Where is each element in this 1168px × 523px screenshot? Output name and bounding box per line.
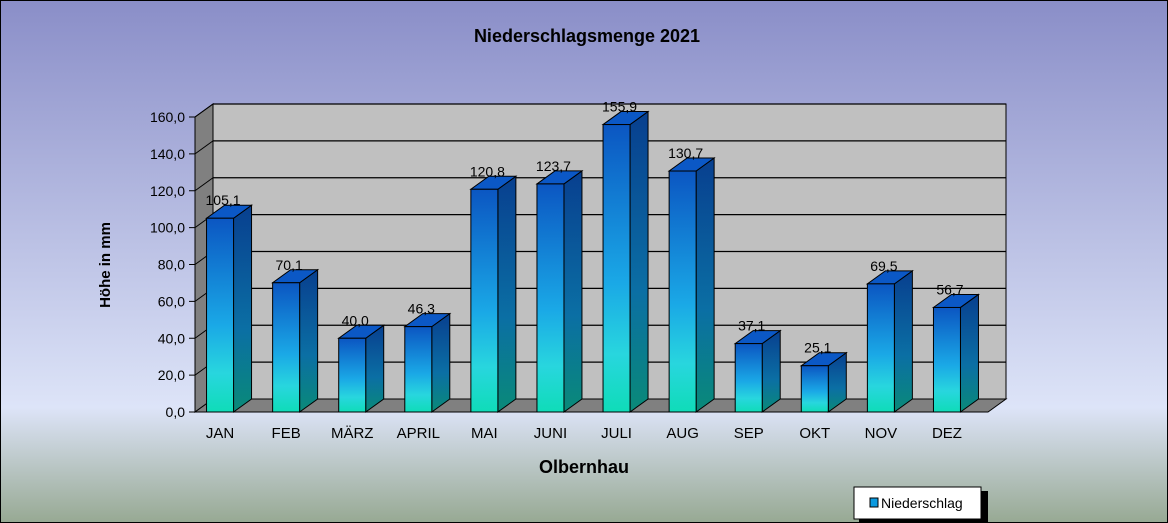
bar-sep: 37,1 — [733, 318, 782, 413]
bar-front — [932, 306, 961, 413]
bar-front — [338, 337, 367, 413]
data-label: 56,7 — [936, 281, 963, 297]
x-tick-label: OKT — [799, 425, 830, 442]
data-label: 46,3 — [408, 301, 435, 317]
bar-front — [668, 170, 697, 413]
x-tick-label: JUNI — [534, 425, 567, 442]
bar-mai: 120,8 — [469, 163, 518, 413]
y-tick-label: 40,0 — [158, 330, 185, 346]
data-label: 105,1 — [206, 192, 241, 208]
y-tick-label: 80,0 — [158, 257, 185, 273]
data-label: 70,1 — [276, 257, 303, 273]
data-label: 37,1 — [738, 318, 765, 334]
x-tick-label: SEP — [734, 425, 764, 442]
legend-label: Niederschlag — [881, 495, 963, 511]
bar-april: 46,3 — [403, 301, 452, 413]
data-label: 40,0 — [342, 312, 369, 328]
bar-jan: 105,1 — [204, 192, 254, 413]
y-tick-label: 160,0 — [150, 109, 185, 125]
bar-front — [602, 124, 631, 413]
gridline-side — [194, 103, 214, 118]
data-label: 25,1 — [804, 340, 831, 356]
data-label: 69,5 — [870, 258, 897, 274]
data-label: 120,8 — [470, 163, 505, 179]
bar-side — [497, 175, 517, 413]
bar-aug: 130,7 — [667, 145, 716, 413]
bar-side — [629, 110, 649, 413]
y-tick-label: 140,0 — [150, 146, 185, 162]
x-tick-label: MÄRZ — [331, 425, 374, 442]
bar-juli: 155,9 — [601, 99, 650, 413]
bar-side — [893, 269, 913, 413]
x-tick-label: AUG — [666, 425, 699, 442]
bar-side — [299, 268, 319, 413]
bar-side — [695, 157, 715, 413]
gridline-side — [194, 140, 214, 155]
bar-side — [365, 324, 385, 413]
y-tick-label: 100,0 — [150, 220, 185, 236]
data-label: 155,9 — [602, 99, 637, 115]
x-tick-label: JAN — [206, 425, 234, 442]
bar-nov: 69,5 — [865, 258, 914, 413]
x-tick-label: FEB — [272, 425, 301, 442]
bar-side — [761, 329, 781, 413]
bar-side — [563, 169, 583, 413]
y-axis-title: Höhe in mm — [97, 222, 114, 308]
bar-front — [734, 343, 763, 413]
bar-side — [431, 312, 451, 413]
x-axis-title: Olbernhau — [539, 457, 629, 477]
bar-okt: 25,1 — [799, 340, 848, 413]
x-tick-label: JULI — [601, 425, 632, 442]
x-tick-label: MAI — [471, 425, 498, 442]
bar-dez: 56,7 — [931, 281, 981, 413]
legend: Niederschlag — [853, 486, 988, 523]
bar-feb: 70,1 — [271, 257, 320, 413]
y-tick-label: 60,0 — [158, 293, 185, 309]
data-label: 130,7 — [668, 145, 703, 161]
x-tick-label: NOV — [865, 425, 898, 442]
legend-swatch — [869, 497, 879, 508]
bar-front — [866, 283, 895, 413]
y-tick-label: 20,0 — [158, 367, 185, 383]
bar-front — [272, 282, 301, 413]
bar-side — [233, 204, 253, 413]
bar-side — [959, 293, 979, 413]
y-tick-label: 0,0 — [166, 404, 186, 420]
bar-märz: 40,0 — [337, 312, 386, 413]
data-label: 123,7 — [536, 158, 571, 174]
chart-title: Niederschlagsmenge 2021 — [474, 26, 700, 46]
bar-front — [800, 365, 829, 413]
y-tick-label: 120,0 — [150, 183, 185, 199]
bar-front — [470, 188, 499, 413]
bar-front — [206, 217, 235, 413]
x-tick-label: APRIL — [397, 425, 440, 442]
bar-front — [404, 326, 433, 413]
x-tick-label: DEZ — [932, 425, 962, 442]
bar-juni: 123,7 — [535, 158, 584, 413]
gridline-side — [194, 177, 214, 192]
bar-front — [536, 183, 565, 413]
